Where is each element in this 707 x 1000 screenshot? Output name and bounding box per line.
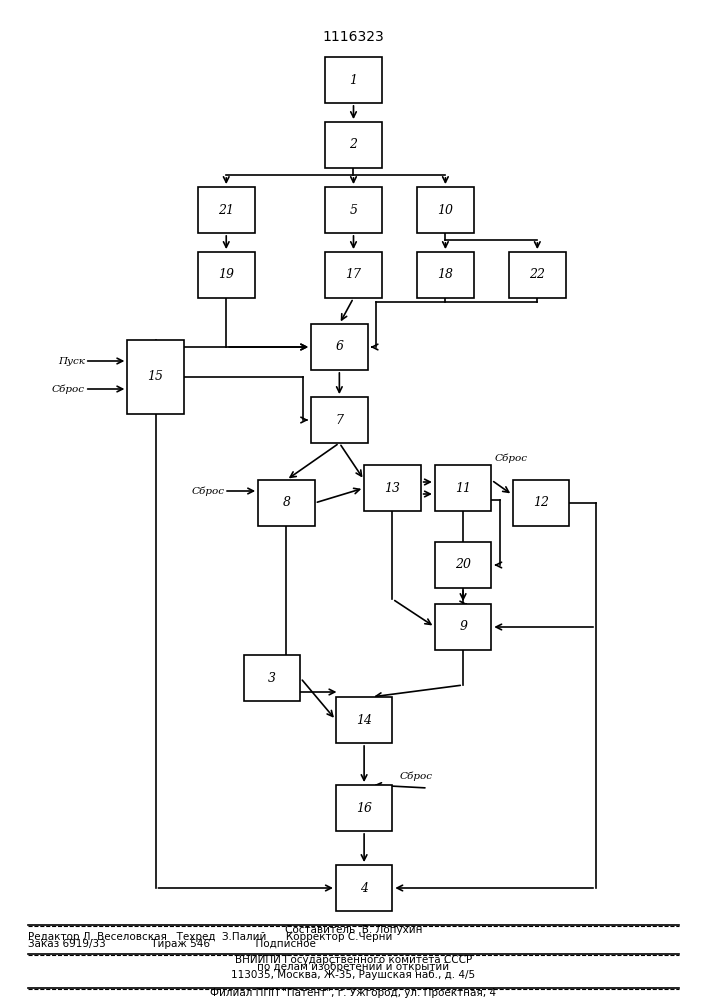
- Text: Заказ 6919/33              Тираж 546              Подписное: Заказ 6919/33 Тираж 546 Подписное: [28, 939, 316, 949]
- FancyBboxPatch shape: [325, 122, 382, 168]
- Text: 22: 22: [530, 268, 545, 282]
- Text: 11: 11: [455, 482, 471, 494]
- FancyBboxPatch shape: [127, 340, 184, 414]
- Text: Сброс: Сброс: [399, 771, 433, 781]
- Text: 7: 7: [335, 414, 344, 426]
- Text: 20: 20: [455, 558, 471, 572]
- FancyBboxPatch shape: [325, 57, 382, 103]
- Text: 10: 10: [438, 204, 453, 217]
- Text: 14: 14: [356, 714, 372, 726]
- FancyBboxPatch shape: [417, 252, 474, 298]
- Text: 5: 5: [349, 204, 358, 217]
- FancyBboxPatch shape: [364, 465, 421, 511]
- Text: 4: 4: [360, 882, 368, 894]
- FancyBboxPatch shape: [336, 697, 392, 743]
- Text: 9: 9: [459, 620, 467, 634]
- FancyBboxPatch shape: [258, 480, 315, 526]
- FancyBboxPatch shape: [435, 542, 491, 588]
- Text: 8: 8: [282, 496, 291, 510]
- Text: ВНИИПИ Государственного комитета СССР: ВНИИПИ Государственного комитета СССР: [235, 955, 472, 965]
- Text: 3: 3: [268, 672, 276, 684]
- FancyBboxPatch shape: [417, 187, 474, 233]
- Text: 17: 17: [346, 268, 361, 282]
- Text: Составитель  В. Лопухин: Составитель В. Лопухин: [285, 925, 422, 935]
- Text: 113035, Москва, Ж-35, Раушская наб., д. 4/5: 113035, Москва, Ж-35, Раушская наб., д. …: [231, 970, 476, 980]
- Text: по делам изобретений и открытий: по делам изобретений и открытий: [257, 962, 450, 972]
- FancyBboxPatch shape: [311, 397, 368, 443]
- Text: Редактор Л. Веселовская   Техред  З.Палий      Корректор С.Черни: Редактор Л. Веселовская Техред З.Палий К…: [28, 932, 392, 942]
- Text: 18: 18: [438, 268, 453, 282]
- Text: Сброс: Сброс: [52, 384, 85, 394]
- FancyBboxPatch shape: [244, 655, 300, 701]
- FancyBboxPatch shape: [311, 324, 368, 370]
- FancyBboxPatch shape: [325, 252, 382, 298]
- FancyBboxPatch shape: [198, 187, 255, 233]
- FancyBboxPatch shape: [336, 785, 392, 831]
- Text: 1: 1: [349, 74, 358, 87]
- FancyBboxPatch shape: [513, 480, 569, 526]
- Text: 19: 19: [218, 268, 234, 282]
- FancyBboxPatch shape: [325, 187, 382, 233]
- FancyBboxPatch shape: [435, 465, 491, 511]
- FancyBboxPatch shape: [198, 252, 255, 298]
- Text: 2: 2: [349, 138, 358, 151]
- Text: 21: 21: [218, 204, 234, 217]
- Text: 13: 13: [385, 482, 400, 494]
- FancyBboxPatch shape: [435, 604, 491, 650]
- Text: 12: 12: [533, 496, 549, 510]
- Text: 1116323: 1116323: [322, 30, 385, 44]
- Text: Филиал ППП "Патент", г. Ужгород, ул. Проектная, 4: Филиал ППП "Патент", г. Ужгород, ул. Про…: [211, 988, 496, 998]
- Text: Сброс: Сброс: [495, 453, 528, 463]
- Text: 6: 6: [335, 340, 344, 354]
- Text: Сброс: Сброс: [191, 486, 224, 496]
- Text: Пуск: Пуск: [58, 357, 85, 365]
- Text: 15: 15: [148, 370, 163, 383]
- Text: 16: 16: [356, 802, 372, 814]
- FancyBboxPatch shape: [509, 252, 566, 298]
- FancyBboxPatch shape: [336, 865, 392, 911]
